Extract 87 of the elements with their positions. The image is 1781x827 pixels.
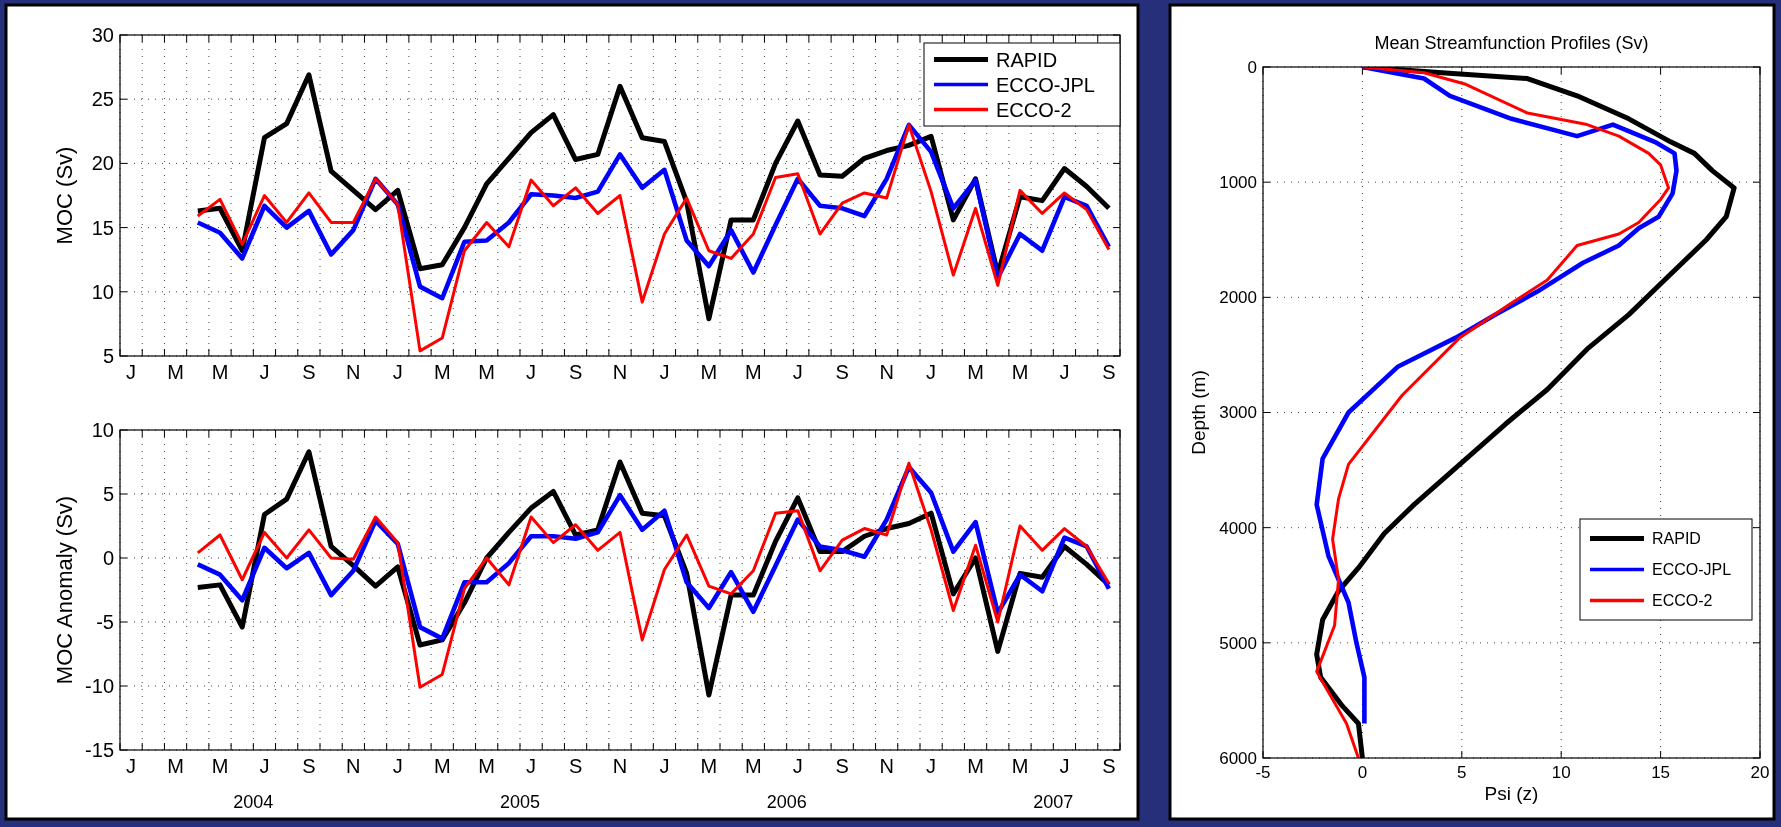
line-series — [196, 123, 1111, 353]
x-tick-label: N — [346, 755, 361, 777]
y-tick-label: 0 — [102, 547, 114, 569]
x-tick-label: J — [792, 755, 803, 777]
y-tick-label: 20 — [91, 152, 114, 175]
x-tick-label: N — [346, 361, 361, 383]
x-tick-label: J — [659, 361, 670, 383]
y-tick-label: 25 — [91, 88, 114, 111]
text: 2004 — [233, 792, 274, 812]
y-tick-label: 1000 — [1219, 173, 1257, 193]
y-tick-label: 10 — [91, 280, 114, 303]
x-tick-label: S — [568, 755, 583, 777]
legend-label: ECCO-JPL — [1652, 561, 1732, 579]
x-tick-label: J — [926, 755, 937, 777]
x-tick-label: 5 — [1457, 763, 1467, 782]
x-tick-label: J — [526, 755, 537, 777]
x-tick-label: J — [792, 361, 803, 383]
x-tick-label: M — [478, 361, 495, 383]
x-tick-label: M — [211, 755, 229, 777]
x-tick-label: M — [745, 755, 762, 777]
x-tick-label: S — [302, 755, 316, 777]
text: 2005 — [499, 792, 541, 812]
x-tick-label: M — [700, 361, 718, 383]
x-tick-label: M — [478, 755, 495, 777]
x-axis-title: Psi (z) — [1484, 783, 1539, 804]
y-axis-title: MOC Anomaly (Sv) — [52, 495, 77, 685]
y-tick-label: 4000 — [1219, 518, 1257, 538]
y-tick-label: 3000 — [1219, 403, 1257, 423]
text: 2007 — [1033, 792, 1074, 812]
x-tick-label: 20 — [1750, 763, 1770, 782]
legend-label: RAPID — [996, 48, 1058, 71]
x-tick-label: S — [835, 361, 849, 383]
y-tick-label: 5000 — [1219, 633, 1257, 653]
y-tick-label: 5 — [102, 345, 114, 367]
x-tick-label: 15 — [1651, 763, 1671, 782]
x-tick-label: J — [659, 755, 670, 777]
x-tick-label: J — [126, 755, 137, 777]
x-tick-label: J — [1059, 361, 1070, 383]
x-tick-label: 0 — [1357, 763, 1368, 782]
y-tick-label: 2000 — [1219, 288, 1257, 308]
x-tick-label: N — [612, 361, 628, 383]
y-tick-label: 0 — [1247, 57, 1257, 77]
x-tick-label: M — [1011, 361, 1029, 383]
x-tick-label: S — [1102, 755, 1116, 777]
y-axis-title: Depth (m) — [1188, 370, 1209, 455]
legend-label: ECCO-2 — [1652, 592, 1713, 610]
x-tick-label: N — [879, 361, 894, 383]
y-tick-label: 5 — [102, 483, 114, 505]
legend-label: ECCO-2 — [996, 98, 1072, 121]
x-tick-label: J — [926, 361, 937, 383]
y-tick-label: 30 — [91, 24, 114, 46]
x-tick-label: J — [392, 755, 403, 777]
x-tick-label: N — [879, 755, 894, 777]
x-tick-label: J — [259, 755, 270, 777]
x-tick-label: J — [526, 361, 537, 383]
x-tick-label: J — [259, 361, 270, 383]
x-tick-label: N — [612, 755, 628, 777]
y-tick-label: -10 — [85, 675, 114, 697]
chart-title: Mean Streamfunction Profiles (Sv) — [1374, 33, 1649, 53]
x-tick-label: M — [745, 361, 762, 383]
x-tick-label: -5 — [1255, 763, 1271, 782]
x-tick-label: S — [835, 755, 849, 777]
x-tick-label: M — [433, 361, 451, 383]
y-tick-label: -5 — [96, 611, 114, 633]
x-tick-label: M — [967, 361, 984, 383]
x-tick-label: S — [1102, 361, 1116, 383]
y-tick-label: 15 — [91, 216, 114, 239]
x-tick-label: M — [211, 361, 229, 383]
y-tick-label: -15 — [85, 739, 114, 761]
x-tick-label: M — [167, 361, 184, 383]
x-tick-label: M — [433, 755, 451, 777]
y-axis-title: MOC (Sv) — [52, 146, 77, 245]
x-tick-label: 10 — [1551, 763, 1571, 782]
text: 2006 — [766, 792, 807, 812]
x-tick-label: J — [126, 361, 137, 383]
x-tick-label: M — [167, 755, 184, 777]
x-tick-label: S — [302, 361, 316, 383]
x-tick-label: J — [1059, 755, 1070, 777]
legend-label: ECCO-JPL — [996, 73, 1095, 96]
x-tick-label: J — [392, 361, 403, 383]
x-tick-label: S — [568, 361, 583, 383]
x-tick-label: M — [967, 755, 984, 777]
y-tick-label: 10 — [91, 419, 114, 441]
x-tick-label: M — [700, 755, 718, 777]
y-tick-label: 6000 — [1219, 748, 1257, 768]
x-tick-label: M — [1011, 755, 1029, 777]
legend-label: RAPID — [1652, 530, 1701, 548]
